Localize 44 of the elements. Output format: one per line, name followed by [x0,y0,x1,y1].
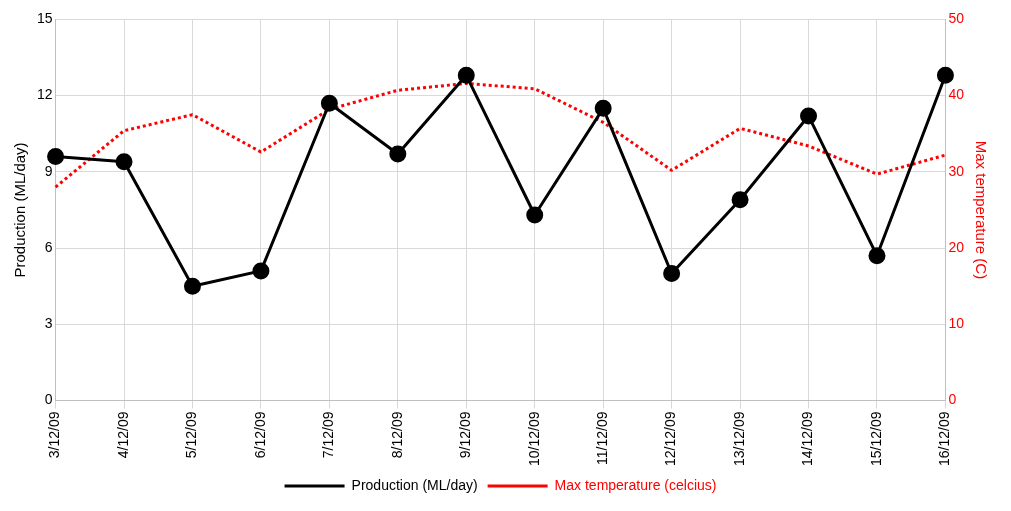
point [389,145,407,163]
y2-tick-label: 20 [948,238,965,255]
x-tick-label: 3/12/09 [46,411,63,459]
point [526,206,544,224]
point [47,148,65,166]
point [252,262,270,280]
x-tick-label: 8/12/09 [388,411,405,459]
point [320,94,338,112]
x-tick-label: 12/12/09 [662,411,679,466]
x-tick-label: 9/12/09 [457,411,474,459]
y2-tick-label: 0 [948,391,957,408]
point [731,191,749,209]
y-tick-label: 3 [44,315,53,332]
y-tick-label: 15 [36,10,53,27]
point [663,264,681,282]
point [800,107,818,125]
x-tick-label: 16/12/09 [936,411,953,466]
y2-tick-label: 50 [948,10,965,27]
x-tick-label: 10/12/09 [525,411,542,466]
point [936,66,954,84]
point [868,247,886,265]
y-tick-label: 9 [44,162,53,179]
y-axis-title: Production (ML/day) [11,142,29,278]
y-tick-label: 0 [44,391,53,408]
point [115,153,133,171]
y2-tick-label: 40 [948,86,965,103]
x-tick-label: 6/12/09 [251,411,268,459]
y2-tick-label: 10 [948,315,965,332]
point [183,277,201,295]
y-tick-label: 12 [36,86,53,103]
legend-label: Max temperature (celcius) [554,476,717,493]
y-tick-label: 6 [44,238,53,255]
x-tick-label: 5/12/09 [183,411,200,459]
y2-axis-title: Max temperature (C) [972,140,990,280]
y2-tick-label: 30 [948,162,965,179]
point [594,99,612,117]
x-tick-label: 13/12/09 [730,411,747,466]
legend-label: Production (ML/day) [351,476,478,493]
x-tick-label: 14/12/09 [799,411,816,466]
x-tick-label: 11/12/09 [594,411,611,465]
x-tick-label: 7/12/09 [320,411,337,459]
x-tick-label: 4/12/09 [114,411,131,459]
x-tick-label: 15/12/09 [867,411,884,466]
point [457,66,475,84]
